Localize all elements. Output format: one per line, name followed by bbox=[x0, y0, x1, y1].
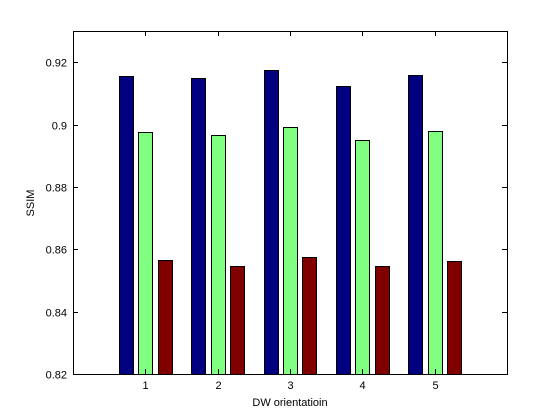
x-tick-label: 2 bbox=[215, 380, 221, 392]
y-tick-label: 0.84 bbox=[46, 308, 67, 320]
bar-series3-cat3 bbox=[302, 257, 317, 375]
y-tick-label: 0.86 bbox=[46, 245, 67, 257]
bar-series2-cat4 bbox=[355, 140, 370, 375]
x-tick-label: 3 bbox=[287, 380, 293, 392]
y-tick-label: 0.88 bbox=[46, 183, 67, 195]
x-axis-label: DW orientatioin bbox=[252, 397, 327, 409]
x-tick-label: 4 bbox=[359, 380, 365, 392]
x-tick-label: 5 bbox=[432, 380, 438, 392]
x-ticks-group: 1 2 3 4 5 bbox=[142, 31, 439, 392]
y-tick-label: 0.82 bbox=[46, 370, 67, 382]
y-tick-label: 0.9 bbox=[52, 121, 67, 133]
y-ticks-group: 0.82 0.84 0.86 0.88 0.9 0.92 bbox=[46, 58, 507, 382]
bar-series1-cat1 bbox=[119, 76, 134, 375]
bar-series3-cat4 bbox=[375, 266, 390, 375]
bar-series3-cat1 bbox=[158, 260, 173, 375]
y-axis-label: SSIM bbox=[25, 190, 37, 217]
y-tick-label: 0.92 bbox=[46, 58, 67, 70]
bar-series3-cat5 bbox=[447, 261, 462, 375]
bar-series2-cat3 bbox=[283, 127, 298, 375]
bar-series2-cat5 bbox=[428, 131, 443, 375]
x-tick-label: 1 bbox=[142, 380, 148, 392]
bar-series1-cat5 bbox=[408, 75, 423, 375]
bar-series2-cat1 bbox=[138, 132, 153, 375]
bar-series1-cat2 bbox=[191, 78, 206, 375]
bar-series1-cat4 bbox=[336, 86, 351, 375]
bar-series1-cat3 bbox=[264, 70, 279, 375]
bar-series2-cat2 bbox=[211, 135, 226, 375]
bar-series3-cat2 bbox=[230, 266, 245, 375]
